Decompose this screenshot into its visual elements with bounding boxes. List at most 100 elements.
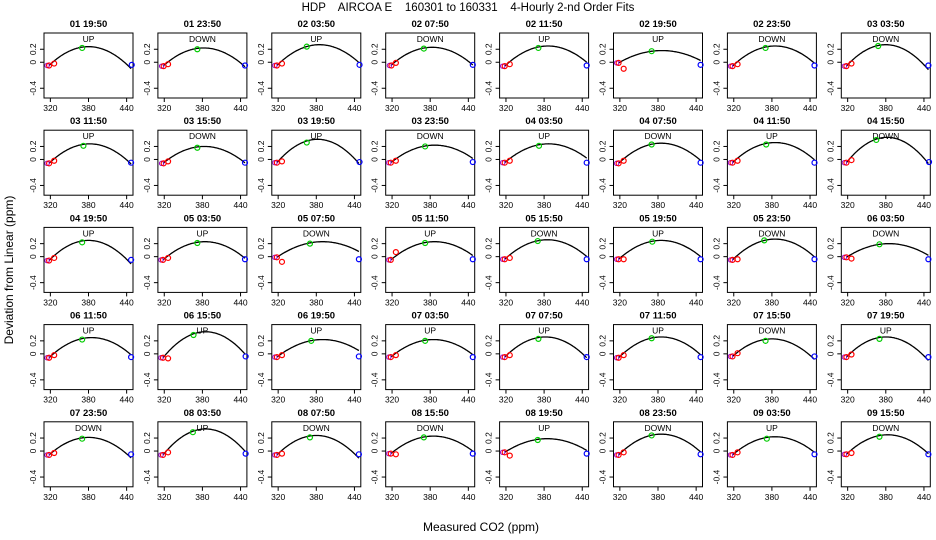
panel-8-point-3 [127, 159, 135, 166]
panel-36-ytick-label-0: -0.4 [484, 469, 494, 484]
panel-30-point-2 [762, 337, 769, 344]
panel-32-title: 07 23:50 [70, 408, 108, 419]
panel-33-xtick-label-0: 320 [157, 492, 171, 502]
panel-28-title: 07 07:50 [525, 311, 563, 322]
panel-37-point-0 [615, 451, 622, 459]
panel-20-point-1 [506, 254, 513, 262]
panel-6-point-3 [811, 62, 818, 69]
panel-26-xtick-label-1: 380 [309, 395, 323, 405]
panel-11-ytick-label-0: -0.4 [370, 178, 380, 193]
panel-23-point-3 [925, 256, 932, 263]
panel-11-xtick-label-2: 440 [461, 200, 475, 210]
panel-9-ytick-label-1: 0 [142, 157, 152, 162]
panel-7-ytick-label-0: -0.4 [825, 81, 835, 96]
panel-36-xtick-label-1: 380 [537, 492, 551, 502]
panel-23: 06 03:50 DOWN 320 380 440 -0.4 0 0.2 [825, 213, 932, 307]
panel-24-xtick-label-1: 380 [81, 395, 95, 405]
panel-22-xtick-label-1: 380 [765, 297, 779, 307]
panel-30-xtick-label-0: 320 [727, 395, 741, 405]
panel-4-point-3 [583, 62, 590, 69]
panel-10-point-3 [356, 158, 363, 166]
panel-10: 03 19:50 UP 320 380 440 -0.4 0 0.2 [256, 116, 363, 210]
panel-19-fit-curve [390, 241, 474, 261]
panel-24-xtick-label-0: 320 [43, 395, 57, 405]
panel-15-fit-curve [845, 136, 929, 164]
panel-24-xtick-label-2: 440 [120, 395, 134, 405]
panel-16-xtick-label-1: 380 [81, 297, 95, 307]
panel-28-xtick-label-0: 320 [499, 395, 513, 405]
panel-39-fit-curve [845, 434, 929, 455]
panel-4-xtick-label-0: 320 [499, 103, 513, 113]
panel-25-xtick-label-1: 380 [195, 395, 209, 405]
panel-25-point-2 [190, 331, 197, 339]
panel-4-ytick-label-0: -0.4 [484, 81, 494, 96]
panel-7-point-1 [848, 60, 855, 67]
panel-8-xtick-label-1: 380 [81, 200, 95, 210]
panel-38-ytick-label-1: 0 [711, 448, 721, 453]
panel-27-xtick-label-0: 320 [385, 395, 399, 405]
panel-4-title: 02 11:50 [526, 19, 563, 30]
panel-3-point-3 [469, 61, 476, 68]
panel-18-point-3 [355, 256, 362, 263]
panel-36-point-1 [506, 452, 513, 459]
panel-21-fit-curve [618, 239, 701, 260]
panel-28-ytick-label-0: -0.4 [484, 372, 494, 387]
panel-29-point-1 [620, 352, 627, 359]
panel-17-ytick-label-1: 0 [142, 254, 152, 259]
panel-1-title: 01 23:50 [184, 19, 222, 30]
panel-15-direction: DOWN [872, 131, 899, 141]
panel-31: 07 19:50 UP 320 380 440 -0.4 0 0.2 [825, 311, 932, 405]
panel-1: 01 23:50 DOWN 320 380 440 -0.4 0 0.2 [142, 19, 249, 113]
panel-0-ytick-label-2: 0.2 [28, 43, 38, 55]
panel-27-xtick-label-1: 380 [423, 395, 437, 405]
panel-39-point-1 [848, 449, 855, 457]
panel-34-ytick-label-0: -0.4 [256, 469, 266, 484]
panel-39-point-3 [925, 451, 932, 458]
panel-1-direction: DOWN [189, 34, 216, 44]
panel-18-fit-curve [276, 241, 360, 258]
panel-grid: 01 19:50 UP 320 380 440 -0.4 0 0.2 01 23:50 DOWN 3… [28, 19, 933, 502]
panel-17: 05 03:50 UP 320 380 440 -0.4 0 0.2 [142, 213, 249, 307]
panel-20-xtick-label-0: 320 [499, 297, 513, 307]
panel-21-ytick-label-1: 0 [598, 254, 608, 259]
panel-39-xtick-label-0: 320 [841, 492, 855, 502]
panel-6-title: 02 23:50 [753, 19, 791, 30]
panel-28-point-0 [501, 354, 508, 361]
panel-36-direction: UP [538, 423, 550, 433]
panel-22-point-3 [811, 256, 818, 263]
panel-0-xtick-label-2: 440 [120, 103, 134, 113]
panel-11-point-2 [422, 143, 429, 150]
panel-18: 05 07:50 DOWN 320 380 440 -0.4 0 0.2 [256, 213, 362, 307]
panel-25-point-1 [164, 355, 172, 362]
panel-36-point-2 [534, 436, 541, 444]
panel-7-point-2 [875, 42, 882, 50]
panel-36-xtick-label-0: 320 [499, 492, 513, 502]
panel-30-point-3 [811, 353, 818, 360]
panel-35-ytick-label-0: -0.4 [370, 469, 380, 484]
panel-9-xtick-label-2: 440 [233, 200, 247, 210]
panel-2-point-2 [303, 43, 310, 50]
panel-34: 08 07:50 DOWN 320 380 440 -0.4 0 0.2 [256, 408, 362, 502]
panel-35-direction: DOWN [417, 423, 444, 433]
panel-13-ytick-label-1: 0 [598, 157, 608, 162]
panel-6-point-0 [729, 63, 736, 70]
panel-18-xtick-label-1: 380 [309, 297, 323, 307]
panel-16-point-3 [127, 256, 135, 263]
panel-26-title: 06 19:50 [298, 311, 336, 322]
panel-3-point-2 [420, 45, 427, 52]
panel-35-point-2 [420, 434, 427, 441]
panel-29-fit-curve [618, 336, 702, 359]
panel-22-point-2 [761, 237, 768, 244]
panel-28-ytick-label-2: 0.2 [484, 335, 494, 347]
panel-12-title: 04 03:50 [525, 116, 563, 127]
panel-1-point-3 [241, 62, 249, 69]
panel-22-fit-curve [732, 238, 815, 261]
panel-19-ytick-label-0: -0.4 [370, 275, 380, 290]
panel-8-direction: UP [83, 131, 95, 141]
panel-3-direction: DOWN [417, 34, 444, 44]
panel-2-point-1 [278, 60, 286, 67]
panel-25-xtick-label-2: 440 [233, 395, 247, 405]
panel-29-direction: UP [652, 326, 664, 336]
panel-21: 05 19:50 UP 320 380 440 -0.4 0 0.2 [598, 213, 704, 307]
panel-30-ytick-label-2: 0.2 [711, 335, 721, 347]
